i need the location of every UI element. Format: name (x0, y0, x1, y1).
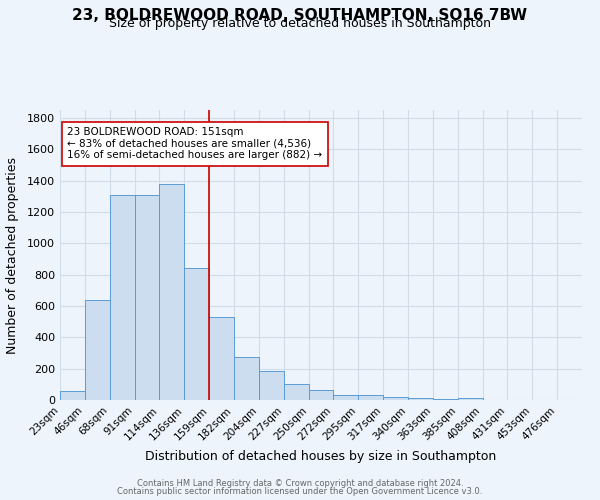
Text: Contains public sector information licensed under the Open Government Licence v3: Contains public sector information licen… (118, 487, 482, 496)
Bar (334, 394, 358, 400)
Text: Size of property relative to detached houses in Southampton: Size of property relative to detached ho… (109, 18, 491, 30)
Bar (458, 398, 482, 400)
Text: 23 BOLDREWOOD ROAD: 151sqm
← 83% of detached houses are smaller (4,536)
16% of s: 23 BOLDREWOOD ROAD: 151sqm ← 83% of deta… (67, 127, 323, 160)
Y-axis label: Number of detached properties: Number of detached properties (5, 156, 19, 354)
Bar (433, 399, 458, 400)
X-axis label: Distribution of detached houses by size in Southampton: Distribution of detached houses by size … (145, 450, 497, 463)
Bar (284, 384, 308, 400)
Bar (184, 268, 209, 400)
Bar (358, 394, 383, 400)
Bar (408, 398, 433, 400)
Text: Contains HM Land Registry data © Crown copyright and database right 2024.: Contains HM Land Registry data © Crown c… (137, 478, 463, 488)
Bar (383, 397, 408, 400)
Text: 23, BOLDREWOOD ROAD, SOUTHAMPTON, SO16 7BW: 23, BOLDREWOOD ROAD, SOUTHAMPTON, SO16 7… (73, 8, 527, 22)
Bar (60, 392, 85, 400)
Bar (209, 317, 234, 400)
Bar (110, 196, 134, 400)
Bar (160, 184, 184, 400)
Bar (308, 390, 334, 400)
Bar (259, 371, 284, 400)
Bar (134, 194, 160, 400)
Bar (234, 357, 259, 400)
Bar (85, 300, 110, 400)
